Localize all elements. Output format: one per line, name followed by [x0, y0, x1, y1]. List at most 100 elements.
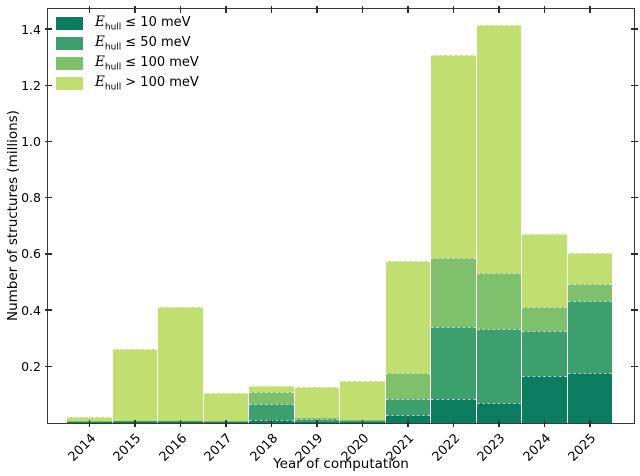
- legend-subscript: hull: [104, 82, 122, 93]
- bar-2024: [521, 234, 567, 423]
- x-tick: [270, 420, 273, 427]
- bar-segment: [567, 372, 612, 423]
- bar-segment: [385, 372, 430, 399]
- bar-segment: [431, 258, 476, 327]
- legend-relation: ≤ 100 meV: [125, 54, 199, 70]
- plot-area: Ehull ≤ 10 meV Ehull ≤ 50 meV Ehull ≤ 100 meV…: [44, 5, 638, 427]
- bar-segment: [249, 392, 294, 404]
- y-tick: [44, 365, 52, 367]
- y-tick-label: 0.2: [21, 358, 41, 374]
- x-tick: [407, 5, 409, 13]
- bar-2023: [475, 24, 521, 423]
- legend-symbol: E: [95, 53, 105, 70]
- bar-segment: [294, 418, 339, 420]
- y-tick: [630, 253, 638, 255]
- bar-segment: [294, 387, 339, 419]
- x-tick: [589, 420, 591, 427]
- bar-2020: [339, 380, 385, 423]
- x-tick: [452, 420, 455, 427]
- legend-label: Ehull ≤ 100 meV: [95, 54, 199, 73]
- x-tick-label: 2025: [565, 431, 600, 465]
- x-tick-label: 2015: [110, 431, 145, 465]
- legend-item: Ehull > 100 meV: [56, 73, 199, 93]
- legend-label: Ehull ≤ 50 meV: [95, 34, 191, 53]
- y-tick: [44, 140, 52, 143]
- x-tick: [543, 420, 546, 427]
- bar-segment: [431, 326, 476, 399]
- y-tick: [44, 309, 52, 311]
- x-tick: [225, 420, 227, 427]
- y-tick: [44, 197, 52, 199]
- x-tick: [179, 420, 182, 427]
- x-tick: [316, 5, 318, 13]
- bar-segment: [567, 300, 612, 373]
- legend-swatch: [56, 36, 83, 50]
- y-tick-label: 1.0: [21, 133, 41, 149]
- x-tick: [498, 5, 500, 13]
- bar-segment: [385, 260, 430, 373]
- bar-segment: [249, 403, 294, 420]
- y-tick: [44, 84, 52, 86]
- y-tick-label: 0.8: [21, 190, 41, 206]
- y-tick: [630, 140, 638, 143]
- x-tick: [225, 5, 227, 13]
- legend-label: Ehull > 100 meV: [95, 74, 199, 93]
- bar-segment: [522, 330, 567, 376]
- legend-item: Ehull ≤ 10 meV: [56, 13, 199, 33]
- bar-segment: [522, 375, 567, 423]
- x-tick: [407, 420, 409, 427]
- bar-segment: [67, 417, 112, 422]
- y-tick: [630, 309, 638, 311]
- x-tick: [179, 5, 182, 13]
- bar-segment: [522, 234, 567, 308]
- x-tick: [543, 5, 546, 13]
- legend-swatch: [56, 56, 83, 70]
- legend-relation: > 100 meV: [125, 74, 199, 90]
- y-tick-label: 0.4: [21, 302, 41, 318]
- bar-2016: [157, 307, 203, 423]
- x-tick-label: 2024: [520, 431, 554, 465]
- y-tick-label: 1.4: [21, 21, 41, 37]
- x-tick: [361, 420, 364, 427]
- x-tick: [361, 5, 364, 13]
- x-tick: [134, 5, 136, 13]
- legend-symbol: E: [95, 13, 105, 30]
- legend-swatch: [56, 76, 83, 90]
- bar-segment: [476, 24, 521, 274]
- bar-segment: [385, 398, 430, 415]
- y-tick-label: 0.6: [21, 246, 41, 262]
- x-axis-label: Year of computation: [273, 456, 409, 472]
- bars-layer: [48, 9, 634, 423]
- legend-item: Ehull ≤ 100 meV: [56, 53, 199, 73]
- bar-segment: [431, 398, 476, 423]
- x-tick: [452, 5, 455, 13]
- x-tick: [134, 420, 136, 427]
- bar-segment: [203, 392, 248, 422]
- bar-segment: [158, 307, 203, 421]
- bar-segment: [340, 380, 385, 420]
- bar-2019: [293, 387, 339, 423]
- x-tick-label: 2016: [156, 431, 190, 465]
- bar-segment: [431, 55, 476, 259]
- y-tick-label: 1.2: [21, 77, 41, 93]
- bar-segment: [522, 307, 567, 331]
- x-tick: [270, 5, 273, 13]
- bar-segment: [249, 385, 294, 393]
- bar-2018: [248, 385, 294, 423]
- legend-symbol: E: [95, 73, 105, 90]
- y-tick: [44, 253, 52, 255]
- bar-segment: [112, 349, 157, 421]
- legend-symbol: E: [95, 33, 105, 50]
- y-tick: [44, 28, 52, 30]
- x-tick: [589, 5, 591, 13]
- x-tick: [88, 420, 91, 427]
- legend-label: Ehull ≤ 10 meV: [95, 14, 191, 33]
- legend-swatch: [56, 16, 83, 30]
- legend-subscript: hull: [104, 22, 122, 33]
- x-tick: [498, 420, 500, 427]
- x-tick: [316, 420, 318, 427]
- legend-subscript: hull: [104, 42, 122, 53]
- legend-subscript: hull: [104, 62, 122, 73]
- x-tick-label: 2014: [65, 431, 99, 465]
